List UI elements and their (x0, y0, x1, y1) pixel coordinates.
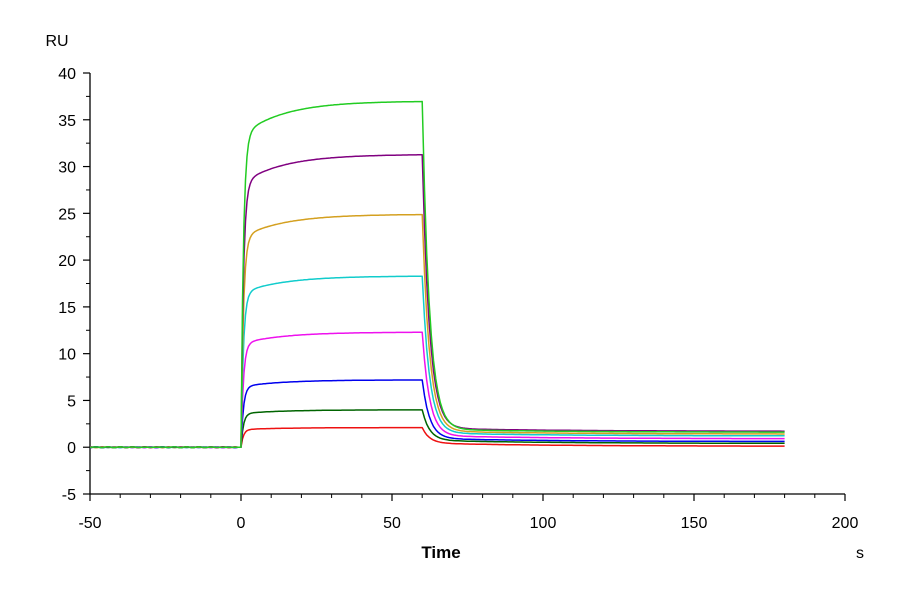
x-tick-label: -50 (78, 515, 101, 532)
plot-series (89, 100, 785, 449)
x-tick-label: 150 (681, 515, 708, 532)
x-axis: -50 0 50 100 150 200 (78, 493, 859, 532)
y-tick-label: 25 (58, 206, 76, 223)
x-tick-label: 200 (832, 515, 859, 532)
series-line-7 (89, 154, 785, 449)
x-tick-label: 50 (383, 515, 401, 532)
series-line-3 (89, 379, 785, 449)
series-line-6 (89, 213, 785, 449)
series-line-1 (89, 426, 785, 449)
y-tick-label: -5 (62, 487, 76, 504)
y-tick-label: 10 (58, 347, 76, 364)
series-line-8 (89, 100, 785, 449)
y-tick-label: 20 (58, 253, 76, 270)
y-tick-label: 40 (58, 66, 76, 83)
x-tick-label: 0 (237, 515, 246, 532)
y-tick-label: 30 (58, 160, 76, 177)
y-axis-title: RU (45, 33, 68, 50)
x-axis-unit: s (856, 545, 864, 562)
y-axis: -5 0 5 10 15 20 25 30 35 40 (58, 66, 91, 504)
x-tick-label: 100 (530, 515, 557, 532)
series-line-4 (89, 331, 785, 449)
y-tick-label: 0 (67, 440, 76, 457)
y-tick-label: 35 (58, 113, 76, 130)
y-tick-label: 15 (58, 300, 76, 317)
y-tick-label: 5 (67, 393, 76, 410)
series-line-5 (89, 275, 785, 449)
series-line-2 (89, 409, 785, 449)
x-axis-title: Time (421, 543, 460, 562)
